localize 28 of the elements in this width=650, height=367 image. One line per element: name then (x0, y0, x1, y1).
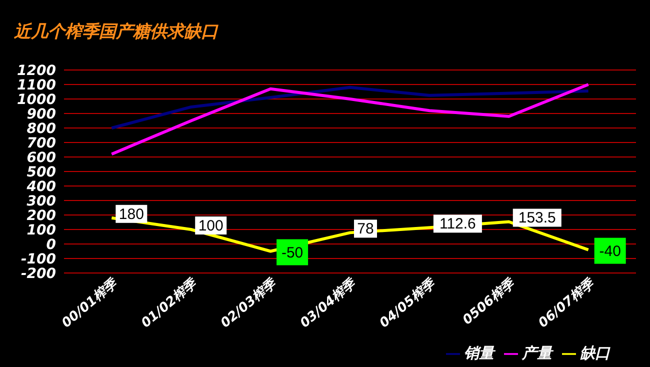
chart-title: 近几个榨季国产糖供求缺口 (14, 21, 218, 43)
legend-label: 销量 (464, 344, 494, 362)
line-series (110, 83, 590, 156)
legend-label: 缺口 (580, 344, 610, 362)
data-label: -40 (599, 242, 621, 260)
y-tick-label: -100 (20, 251, 56, 268)
y-tick-label: 600 (26, 150, 56, 166)
data-label: 180 (118, 206, 144, 223)
y-tick-label: 800 (26, 120, 56, 137)
y-tick-label: 1000 (17, 92, 56, 108)
y-tick-label: 1100 (17, 77, 56, 94)
y-tick-label: 400 (26, 178, 56, 195)
y-tick-label: 500 (26, 164, 56, 180)
y-tick-label: 900 (26, 106, 56, 122)
y-tick-label: -200 (20, 266, 56, 282)
y-tick-label: 0 (46, 236, 56, 253)
y-tick-label: 200 (26, 208, 56, 224)
data-label: 153.5 (518, 210, 556, 227)
data-label: -50 (281, 244, 304, 262)
data-label: 78 (357, 220, 374, 238)
data-label: 100 (198, 218, 224, 234)
data-label: 112.6 (439, 216, 476, 233)
legend-label: 产量 (522, 344, 552, 362)
y-tick-label: 300 (26, 193, 56, 210)
y-tick-label: 700 (26, 135, 56, 152)
y-tick-label: 100 (26, 222, 56, 238)
y-tick-label: 1200 (17, 62, 56, 79)
line-series (110, 86, 590, 130)
